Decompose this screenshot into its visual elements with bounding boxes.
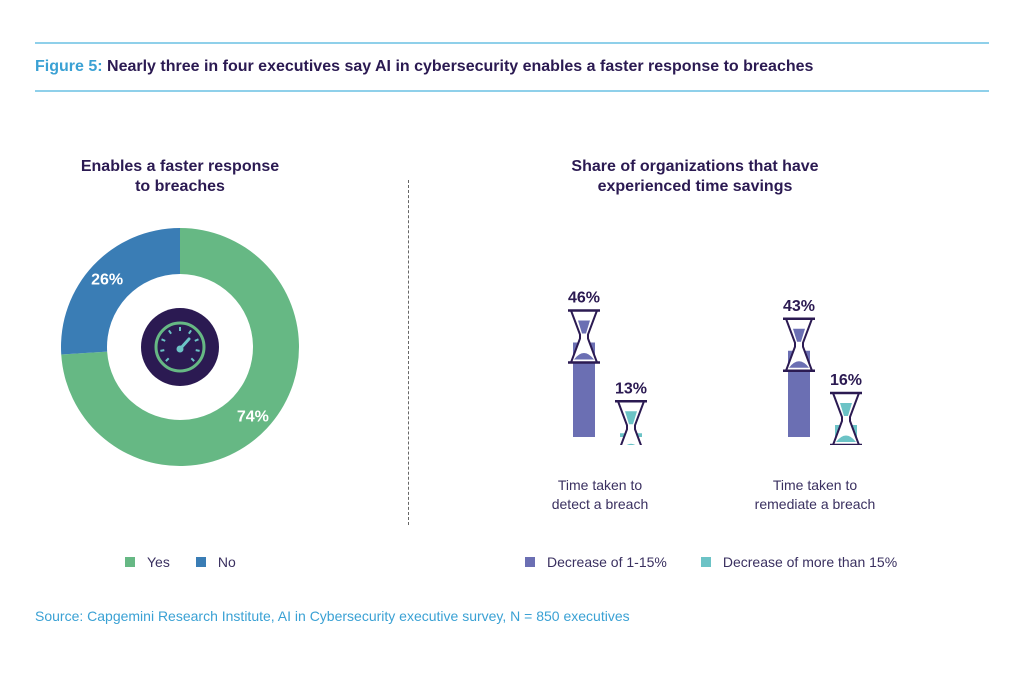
title-rule — [35, 90, 989, 92]
hourglass-icon — [615, 400, 647, 445]
donut-title-line-1: Enables a faster response — [80, 158, 280, 175]
legend-item-decrease-more-15: Decrease of more than 15% — [700, 554, 898, 570]
bars-title-line-1: Share of organizations that have — [571, 158, 819, 175]
legend-label-decrease-more-15: Decrease of more than 15% — [722, 554, 898, 570]
donut-legend: Yes No — [125, 554, 262, 570]
category-label-remediate-line-1: Time taken to — [772, 477, 858, 493]
donut-title: Enables a faster response to breaches — [60, 157, 300, 197]
figure-label: Figure 5: — [35, 58, 103, 75]
bars-title: Share of organizations that have experie… — [535, 157, 855, 197]
figure-heading: Nearly three in four executives say AI i… — [107, 58, 814, 75]
top-rule — [35, 42, 989, 44]
donut-title-line-2: to breaches — [135, 178, 225, 195]
donut-slice-no — [61, 228, 180, 355]
bar-value-label: 46% — [568, 290, 600, 307]
legend-label-no: No — [217, 554, 236, 570]
figure-title: Figure 5: Nearly three in four executive… — [35, 58, 995, 76]
legend-swatch-decrease-more-15 — [700, 557, 711, 567]
legend-swatch-decrease-1-15 — [525, 557, 535, 567]
legend-item-decrease-1-15: Decrease of 1-15% — [525, 554, 667, 570]
hourglass-icon — [783, 317, 815, 372]
hourglass-icon — [568, 309, 600, 364]
category-label-detect: Time taken to detect a breach — [500, 476, 700, 514]
legend-item-no: No — [195, 554, 236, 570]
bar-value-label: 43% — [783, 298, 815, 315]
donut-chart: 74% 26% — [61, 228, 299, 466]
bars-legend: Decrease of 1-15% Decrease of more than … — [525, 554, 923, 570]
bars-title-line-2: experienced time savings — [597, 178, 793, 195]
speedometer-icon — [141, 308, 219, 386]
category-label-remediate-line-2: remediate a breach — [754, 496, 876, 512]
category-label-detect-line-1: Time taken to — [557, 477, 643, 493]
legend-label-decrease-1-15: Decrease of 1-15% — [547, 554, 667, 570]
category-label-detect-line-2: detect a breach — [551, 496, 649, 512]
bar-value-label: 16% — [830, 372, 862, 389]
legend-swatch-yes — [125, 557, 135, 567]
bar-decrease-1-15-detect — [573, 342, 595, 437]
category-label-remediate: Time taken to remediate a breach — [715, 476, 915, 514]
donut-slice-yes — [61, 228, 299, 466]
legend-label-yes: Yes — [147, 554, 170, 570]
legend-item-yes: Yes — [125, 554, 170, 570]
bar-decrease-1-15-remediate — [788, 350, 810, 437]
source-note: Source: Capgemini Research Institute, AI… — [35, 608, 630, 624]
panel-divider — [408, 180, 409, 525]
donut-label-no: 26% — [91, 272, 123, 289]
bar-chart: 46% 43% 13% 16% — [568, 290, 862, 445]
legend-swatch-no — [195, 557, 206, 567]
hourglass-icon — [830, 391, 862, 445]
donut-label-yes: 74% — [237, 408, 269, 425]
bar-value-label: 13% — [615, 380, 647, 397]
